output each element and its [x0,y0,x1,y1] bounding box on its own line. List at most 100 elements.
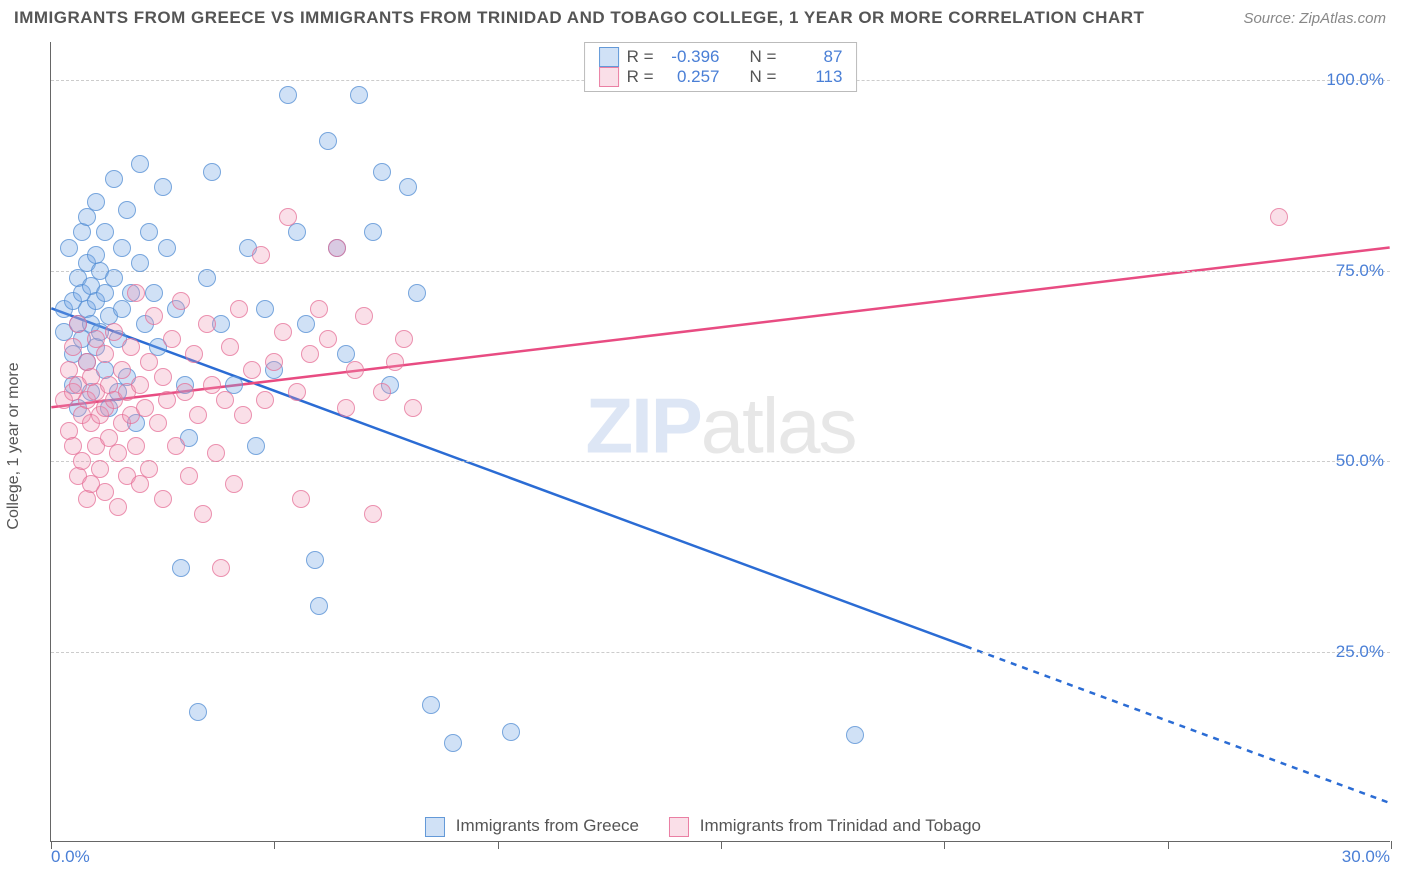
data-point [96,345,114,363]
data-point [131,475,149,493]
data-point [203,163,221,181]
y-tick-label: 50.0% [1336,451,1384,471]
data-point [154,178,172,196]
data-point [172,559,190,577]
data-point [328,239,346,257]
data-point [216,391,234,409]
data-point [301,345,319,363]
data-point [306,551,324,569]
data-point [234,406,252,424]
y-tick-label: 25.0% [1336,642,1384,662]
data-point [96,223,114,241]
data-point [131,376,149,394]
data-point [502,723,520,741]
correlation-legend: R = -0.396 N = 87 R = 0.257 N = 113 [584,42,858,92]
chart-title: IMMIGRANTS FROM GREECE VS IMMIGRANTS FRO… [14,8,1144,28]
y-axis-label: College, 1 year or more [5,362,23,529]
data-point [198,315,216,333]
data-point [105,170,123,188]
x-tick [498,841,499,849]
legend-n-value: 113 [784,67,842,87]
data-point [113,239,131,257]
data-point [96,483,114,501]
data-point [78,208,96,226]
data-point [207,444,225,462]
data-point [292,490,310,508]
legend-r-label: R = [627,47,654,67]
data-point [189,406,207,424]
data-point [113,361,131,379]
data-point [131,155,149,173]
data-point [212,559,230,577]
data-point [127,284,145,302]
data-point [247,437,265,455]
legend-n-label: N = [750,67,777,87]
legend-row: R = 0.257 N = 113 [599,67,843,87]
data-point [350,86,368,104]
data-point [69,315,87,333]
data-point [395,330,413,348]
legend-swatch-pink [669,817,689,837]
data-point [1270,208,1288,226]
data-point [127,437,145,455]
data-point [444,734,462,752]
data-point [118,201,136,219]
legend-row: R = -0.396 N = 87 [599,47,843,67]
y-tick-label: 100.0% [1326,70,1384,90]
data-point [364,505,382,523]
legend-label: Immigrants from Greece [456,816,639,835]
data-point [189,703,207,721]
x-tick [944,841,945,849]
data-point [386,353,404,371]
source-label: Source: ZipAtlas.com [1243,10,1386,27]
data-point [140,353,158,371]
data-point [176,383,194,401]
data-point [422,696,440,714]
legend-r-value: -0.396 [662,47,720,67]
y-tick-label: 75.0% [1336,261,1384,281]
legend-n-label: N = [750,47,777,67]
data-point [113,300,131,318]
data-point [297,315,315,333]
legend-swatch-blue [425,817,445,837]
data-point [73,223,91,241]
x-tick [274,841,275,849]
data-point [319,132,337,150]
gridline [51,271,1390,272]
data-point [158,239,176,257]
data-point [91,460,109,478]
data-point [180,467,198,485]
data-point [310,597,328,615]
data-point [105,269,123,287]
data-point [404,399,422,417]
data-point [203,376,221,394]
data-point [198,269,216,287]
data-point [136,399,154,417]
legend-r-value: 0.257 [662,67,720,87]
data-point [172,292,190,310]
legend-n-value: 87 [784,47,842,67]
x-tick-label: 30.0% [1342,847,1390,867]
legend-item: Immigrants from Trinidad and Tobago [669,816,981,837]
data-point [337,399,355,417]
data-point [373,383,391,401]
data-point [252,246,270,264]
data-point [109,444,127,462]
data-point [140,460,158,478]
data-point [355,307,373,325]
data-point [194,505,212,523]
data-point [399,178,417,196]
data-point [105,323,123,341]
data-point [274,323,292,341]
data-point [279,86,297,104]
data-point [167,437,185,455]
data-point [319,330,337,348]
gridline [51,461,1390,462]
data-point [73,452,91,470]
legend-swatch-pink [599,67,619,87]
data-point [288,383,306,401]
data-point [364,223,382,241]
data-point [149,414,167,432]
legend-label: Immigrants from Trinidad and Tobago [700,816,981,835]
data-point [221,338,239,356]
